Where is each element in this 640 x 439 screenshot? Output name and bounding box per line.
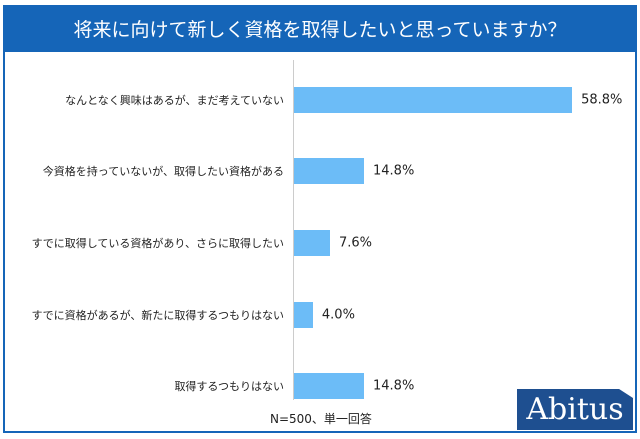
bar xyxy=(294,302,313,328)
sample-note: N=500、単一回答 xyxy=(270,412,372,426)
category-label: すでに取得している資格があり、さらに取得したい xyxy=(31,237,284,250)
chart-title: 将来に向けて新しく資格を取得したいと思っていますか？ xyxy=(3,5,637,52)
chart-frame xyxy=(3,5,637,433)
category-label: 今資格を持っていないが、取得したい資格がある xyxy=(42,165,284,178)
bar xyxy=(294,158,364,184)
y-axis-line xyxy=(293,60,294,400)
bar xyxy=(294,230,330,256)
category-label: 取得するつもりはない xyxy=(174,380,284,393)
value-label: 4.0% xyxy=(321,307,355,323)
value-label: 14.8% xyxy=(373,378,415,394)
category-label: すでに資格があるが、新たに取得するつもりはない xyxy=(31,309,284,322)
abitus-logo: Abitus xyxy=(517,389,633,430)
value-label: 14.8% xyxy=(373,163,415,179)
bar xyxy=(294,373,364,399)
bar xyxy=(294,87,573,113)
value-label: 7.6% xyxy=(338,235,372,251)
value-label: 58.8% xyxy=(581,92,623,108)
category-label: なんとなく興味はあるが、まだ考えていない xyxy=(65,94,284,107)
